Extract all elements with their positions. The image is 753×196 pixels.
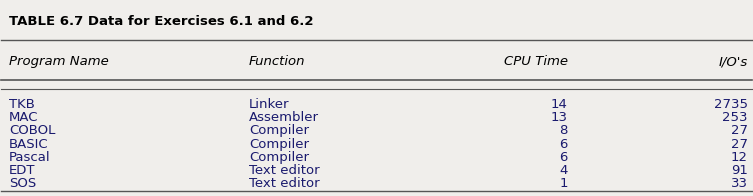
Text: 4: 4 [559, 164, 568, 177]
Text: Text editor: Text editor [249, 177, 319, 190]
Text: SOS: SOS [9, 177, 36, 190]
Text: 2735: 2735 [714, 98, 748, 111]
Text: COBOL: COBOL [9, 124, 55, 137]
Text: TABLE 6.7 Data for Exercises 6.1 and 6.2: TABLE 6.7 Data for Exercises 6.1 and 6.2 [9, 15, 313, 28]
Text: Compiler: Compiler [249, 138, 309, 151]
Text: Linker: Linker [249, 98, 289, 111]
Text: 27: 27 [731, 124, 748, 137]
Text: 33: 33 [731, 177, 748, 190]
Text: 91: 91 [731, 164, 748, 177]
Text: Function: Function [249, 55, 306, 68]
Text: BASIC: BASIC [9, 138, 48, 151]
Text: 14: 14 [551, 98, 568, 111]
Text: EDT: EDT [9, 164, 35, 177]
Text: Pascal: Pascal [9, 151, 50, 164]
Text: 6: 6 [559, 151, 568, 164]
Text: Assembler: Assembler [249, 111, 319, 124]
Text: Program Name: Program Name [9, 55, 108, 68]
Text: 12: 12 [731, 151, 748, 164]
Text: MAC: MAC [9, 111, 38, 124]
Text: 253: 253 [722, 111, 748, 124]
Text: 8: 8 [559, 124, 568, 137]
Text: I/O's: I/O's [718, 55, 748, 68]
Text: TKB: TKB [9, 98, 35, 111]
Text: Compiler: Compiler [249, 151, 309, 164]
Text: 13: 13 [550, 111, 568, 124]
Text: 1: 1 [559, 177, 568, 190]
Text: 6: 6 [559, 138, 568, 151]
Text: 27: 27 [731, 138, 748, 151]
Text: Text editor: Text editor [249, 164, 319, 177]
Text: CPU Time: CPU Time [504, 55, 568, 68]
Text: Compiler: Compiler [249, 124, 309, 137]
